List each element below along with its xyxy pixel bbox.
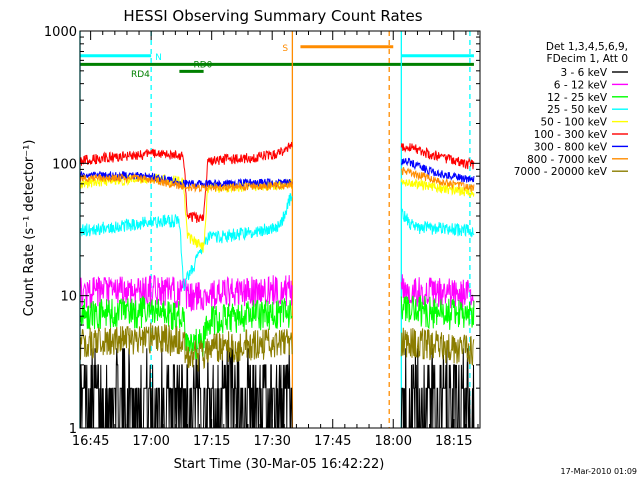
- annotation-s: S: [282, 44, 288, 54]
- series-line-6-seg-1: [79, 141, 293, 223]
- annotation-rd0: RD0: [193, 60, 212, 70]
- legend-label: 25 - 50 keV: [547, 104, 608, 116]
- x-tick-label: 17:15: [193, 434, 230, 449]
- legend-label: 300 - 800 keV: [534, 141, 608, 153]
- series-line-7-seg-2: [400, 157, 475, 183]
- series-line-9-seg-2: [400, 327, 475, 366]
- series-line-8-seg-2: [400, 166, 475, 192]
- legend-label: 100 - 300 keV: [534, 129, 608, 141]
- x-tick-label: 18:00: [375, 434, 412, 449]
- series-line-4-seg-1: [79, 193, 293, 292]
- x-tick-label: 16:45: [72, 434, 109, 449]
- legend-label: 7000 - 20000 keV: [514, 166, 608, 178]
- x-tick-label: 17:45: [314, 434, 351, 449]
- series-line-1-seg-2: [400, 348, 475, 429]
- chart-title: HESSI Observing Summary Count Rates: [123, 7, 422, 25]
- legend-label: 50 - 100 keV: [540, 117, 607, 129]
- legend-header-line: Det 1,3,4,5,6,9,: [546, 41, 628, 53]
- legend-label: 12 - 25 keV: [547, 92, 608, 104]
- legend-label: 6 - 12 keV: [554, 79, 608, 91]
- series-line-4-seg-2: [400, 208, 475, 238]
- series-line-9-seg-1: [79, 322, 293, 372]
- legend-header-line: FDecim 1, Att 0: [547, 53, 628, 65]
- series-line-5-seg-2: [400, 178, 475, 199]
- x-tick-label: 17:00: [132, 434, 169, 449]
- series-line-2-seg-1: [79, 275, 293, 312]
- y-tick-label: 10: [60, 290, 77, 305]
- y-axis-label: Count Rate (s⁻¹ detector⁻¹): [22, 140, 37, 317]
- annotation-rd4: RD4: [131, 70, 150, 80]
- x-tick-label: 18:15: [435, 434, 472, 449]
- annotation-n: N: [155, 53, 162, 63]
- series-line-3-seg-1: [79, 295, 293, 360]
- series-line-3-seg-2: [400, 295, 475, 330]
- y-tick-label: 1: [69, 422, 77, 437]
- legend-label: 3 - 6 keV: [560, 67, 607, 79]
- y-tick-label: 1000: [44, 25, 77, 40]
- legend-label: 800 - 7000 keV: [527, 154, 608, 166]
- x-axis-label: Start Time (30-Mar-05 16:42:22): [174, 457, 385, 472]
- series-line-8-seg-1: [79, 173, 293, 193]
- plot-frame: [79, 30, 481, 429]
- y-tick-label: 100: [52, 157, 77, 172]
- series-line-6-seg-2: [400, 143, 475, 170]
- x-tick-label: 17:30: [253, 434, 290, 449]
- date-stamp: 17-Mar-2010 01:09: [561, 467, 638, 476]
